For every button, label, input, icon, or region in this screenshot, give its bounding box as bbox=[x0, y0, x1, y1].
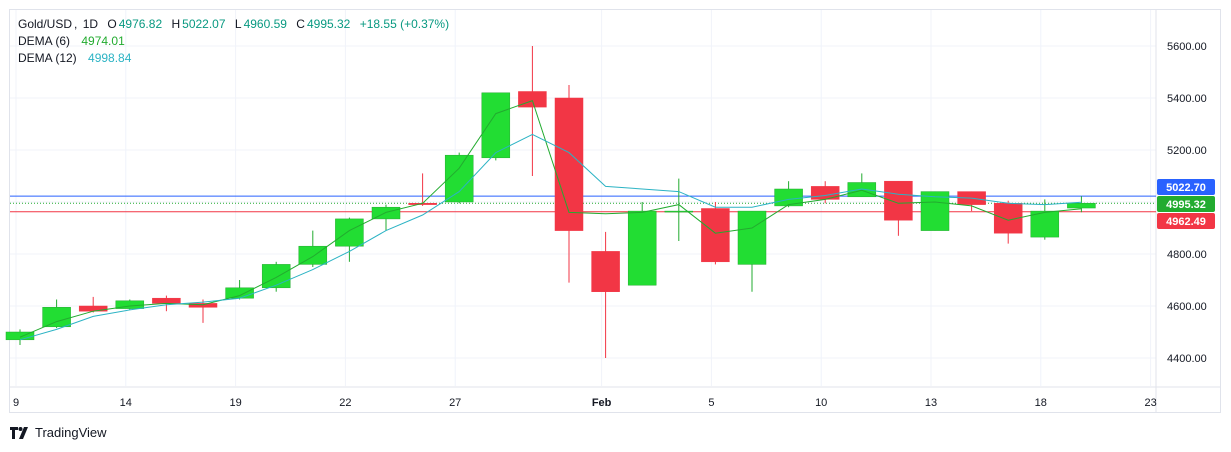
candle-body bbox=[554, 97, 584, 231]
candle-body bbox=[1030, 210, 1060, 238]
x-tick-label: 19 bbox=[229, 397, 241, 409]
dema6-value: 4974.01 bbox=[81, 34, 125, 48]
candle-body bbox=[152, 297, 181, 304]
candle bbox=[701, 202, 730, 265]
indicator-dema6[interactable]: DEMA (6) 4974.01 bbox=[18, 34, 127, 49]
candle-body bbox=[225, 287, 254, 299]
candle bbox=[298, 230, 328, 267]
candle bbox=[591, 231, 620, 358]
candle-body bbox=[298, 245, 328, 265]
interval-label: 1D bbox=[82, 17, 99, 31]
candle-body bbox=[481, 92, 511, 159]
x-tick-label: Feb bbox=[592, 397, 612, 409]
candle-body bbox=[847, 182, 877, 198]
candle bbox=[920, 191, 950, 231]
candle bbox=[518, 46, 547, 176]
y-tick-label: 5600.00 bbox=[1167, 41, 1207, 53]
price-badge-text: 4962.49 bbox=[1166, 216, 1206, 228]
y-tick-label: 5400.00 bbox=[1167, 93, 1207, 105]
candle-body bbox=[627, 210, 657, 286]
dema12-line bbox=[19, 133, 1082, 341]
tradingview-logo-icon bbox=[10, 426, 28, 439]
high-value: 5022.07 bbox=[182, 17, 226, 31]
candle bbox=[627, 202, 657, 286]
candle bbox=[188, 299, 218, 323]
candle-body bbox=[444, 154, 474, 203]
candle bbox=[261, 261, 291, 292]
x-tick-label: 23 bbox=[1144, 397, 1156, 409]
x-tick-label: 5 bbox=[708, 397, 714, 409]
dema12-value: 4998.84 bbox=[88, 51, 132, 65]
y-tick-label: 4400.00 bbox=[1167, 353, 1207, 365]
candle-body bbox=[78, 305, 108, 312]
candle-body bbox=[371, 206, 401, 220]
candle bbox=[335, 217, 364, 262]
y-tick-label: 4800.00 bbox=[1167, 249, 1207, 261]
candle bbox=[664, 178, 694, 241]
x-tick-label: 22 bbox=[339, 397, 351, 409]
candle bbox=[810, 181, 840, 204]
dema6-line bbox=[19, 99, 1082, 338]
candle bbox=[371, 204, 401, 231]
candle-body bbox=[335, 218, 364, 247]
y-tick-label: 4600.00 bbox=[1167, 301, 1207, 313]
x-tick-label: 10 bbox=[815, 397, 827, 409]
ohlc-legend: Gold/USD, 1D O 4976.82 H 5022.07 L 4960.59 … bbox=[18, 17, 450, 31]
price-badge-text: 5022.70 bbox=[1166, 182, 1206, 194]
y-tick-label: 5200.00 bbox=[1167, 145, 1207, 157]
price-badge-bg bbox=[1157, 179, 1215, 195]
candle bbox=[957, 191, 986, 212]
candle-body bbox=[920, 191, 950, 231]
candle-body bbox=[188, 303, 218, 308]
candle bbox=[1067, 196, 1096, 213]
dema6-label: DEMA (6) bbox=[18, 34, 71, 48]
change-value: +18.55 (+0.37%) bbox=[359, 17, 450, 31]
candle bbox=[481, 92, 511, 161]
price-badge-bg bbox=[1157, 196, 1215, 212]
candle bbox=[225, 280, 254, 300]
candle bbox=[884, 180, 913, 236]
price-badge-bg bbox=[1157, 213, 1215, 229]
low-value: 4960.59 bbox=[243, 17, 287, 31]
candle bbox=[1030, 199, 1060, 240]
candle bbox=[444, 152, 474, 204]
candle-body bbox=[42, 307, 71, 328]
brand-name: TradingView bbox=[35, 425, 107, 440]
symbol-label: Gold/USD bbox=[18, 17, 73, 31]
price-axis-badge: 4995.32 bbox=[1157, 196, 1215, 212]
candle-body bbox=[1067, 202, 1096, 209]
candle-body bbox=[664, 210, 694, 213]
close-value: 4995.32 bbox=[306, 17, 351, 31]
x-tick-label: 27 bbox=[449, 397, 461, 409]
x-tick-label: 18 bbox=[1035, 397, 1047, 409]
candle-body bbox=[884, 180, 913, 221]
candle-body bbox=[993, 203, 1023, 234]
candles bbox=[5, 46, 1096, 358]
x-tick-label: 14 bbox=[120, 397, 132, 409]
candle bbox=[42, 299, 71, 329]
candle-body bbox=[591, 251, 620, 292]
candle bbox=[993, 200, 1023, 244]
candle bbox=[554, 85, 584, 283]
x-tick-label: 13 bbox=[925, 397, 937, 409]
candle-body bbox=[737, 210, 767, 265]
open-value: 4976.82 bbox=[118, 17, 163, 31]
price-axis-badge: 4962.49 bbox=[1157, 213, 1215, 229]
candle-body bbox=[701, 208, 730, 263]
indicator-dema12[interactable]: DEMA (12) 4998.84 bbox=[18, 51, 133, 66]
price-badge-text: 4995.32 bbox=[1166, 199, 1206, 211]
price-chart[interactable]: 4400.004600.004800.005000.005200.005400.… bbox=[0, 0, 1231, 420]
price-axis-badge: 5022.70 bbox=[1157, 179, 1215, 195]
candle-body bbox=[261, 264, 291, 289]
tradingview-logo[interactable]: TradingView bbox=[10, 425, 107, 440]
candle-body bbox=[518, 91, 547, 108]
candle bbox=[737, 210, 767, 292]
candle bbox=[408, 173, 437, 206]
dema12-label: DEMA (12) bbox=[18, 51, 77, 65]
x-tick-label: 9 bbox=[13, 397, 19, 409]
